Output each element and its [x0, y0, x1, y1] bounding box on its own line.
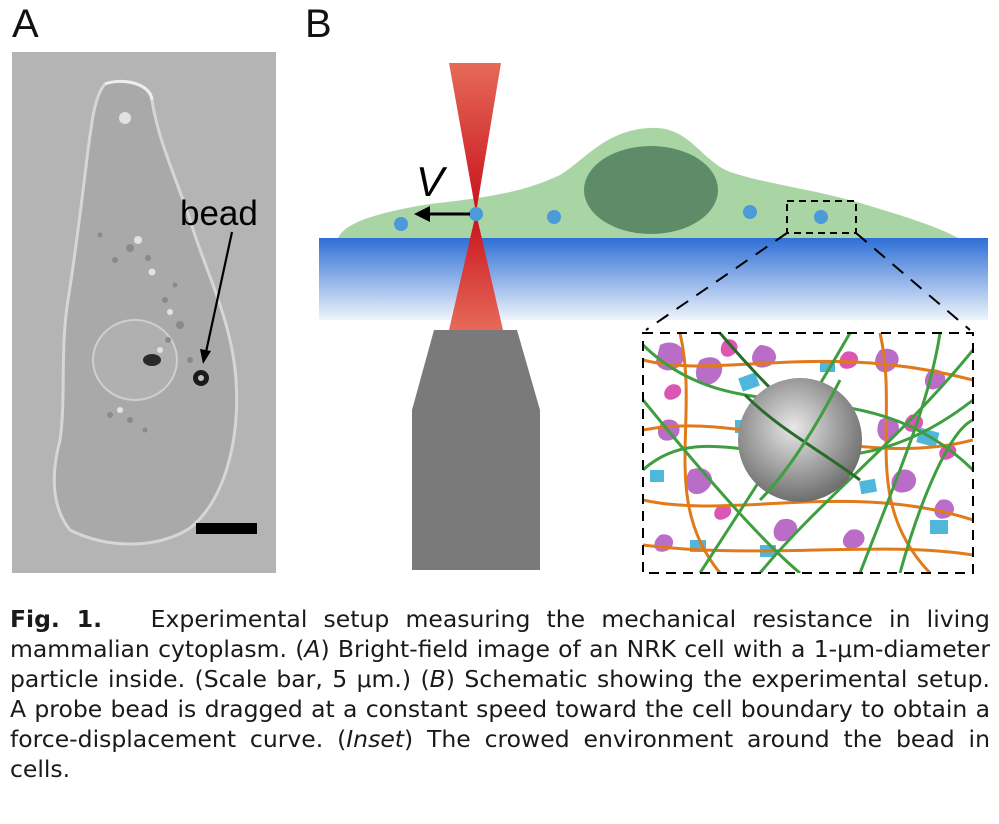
figure: A B [12, 2, 988, 574]
bead-label: bead [180, 194, 258, 233]
velocity-label: V [416, 158, 448, 205]
caption-text-4: ) The crowed environment around the bead… [10, 725, 990, 783]
inset [642, 332, 974, 574]
figure-art: V bead [12, 52, 988, 574]
schematic: V bead [180, 63, 988, 570]
caption-ref-b: B [429, 665, 446, 693]
caption-text-2: ) Bright-field image of an NRK cell with… [10, 635, 990, 693]
figure-caption: Fig. 1. Experimental setup measuring the… [10, 604, 990, 784]
figure-label: Fig. 1. [10, 605, 103, 633]
caption-text-1: Experimental setup measuring the mechani… [10, 605, 990, 663]
panel-b-letter: B [305, 2, 332, 46]
caption-ref-a: A [304, 635, 321, 663]
micrograph [12, 52, 276, 573]
caption-ref-inset: Inset [346, 725, 404, 753]
caption-text-3: ) Schematic showing the experimental set… [10, 665, 990, 753]
panel-a-letter: A [12, 2, 39, 46]
